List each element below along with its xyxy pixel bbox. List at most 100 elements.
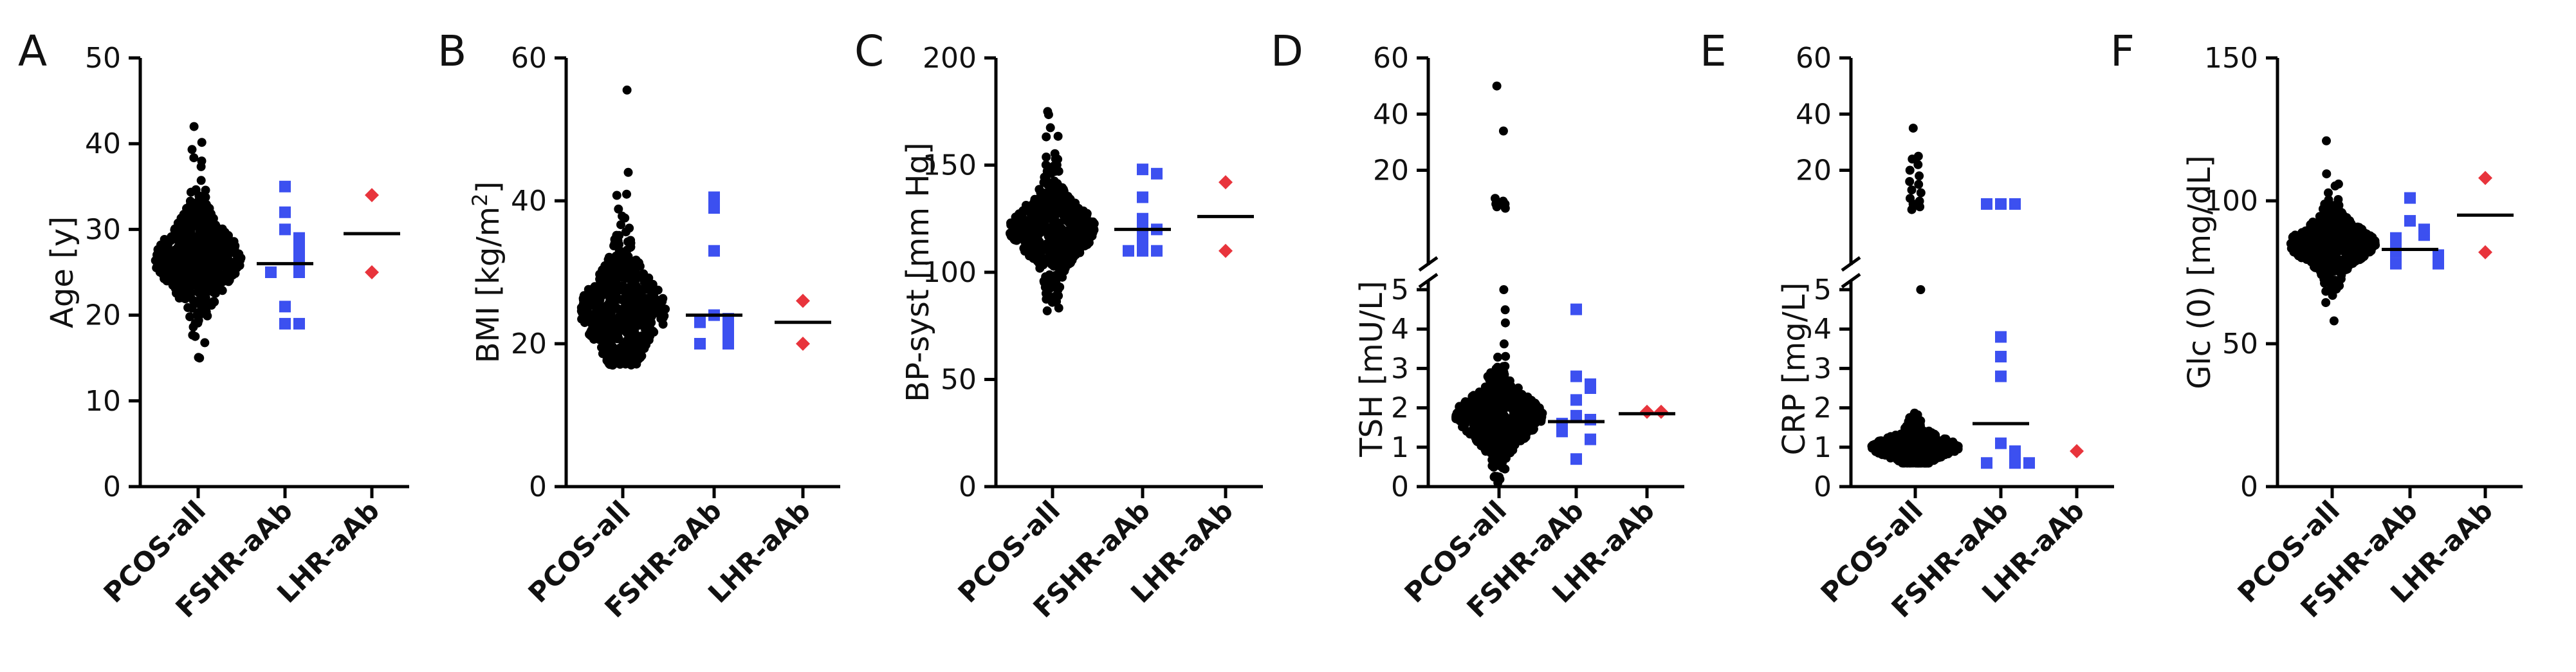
y-tick-label: 60 — [1796, 42, 1832, 75]
data-point — [2322, 169, 2332, 179]
data-point — [1500, 362, 1509, 371]
data-point — [1054, 167, 1063, 176]
data-point — [2321, 298, 2331, 308]
data-point — [2404, 192, 2416, 204]
data-point — [1063, 258, 1072, 268]
data-point — [180, 227, 190, 236]
data-point — [1500, 305, 1510, 315]
data-point — [1081, 212, 1090, 222]
data-point — [154, 255, 164, 264]
data-point — [1995, 370, 2007, 382]
data-point — [188, 330, 198, 340]
data-point — [187, 145, 197, 154]
data-point — [616, 220, 625, 230]
data-point — [708, 202, 720, 214]
data-point — [1585, 413, 1596, 425]
data-point — [1022, 203, 1032, 212]
data-point — [594, 335, 604, 344]
y-tick-label: 4 — [1814, 313, 1832, 346]
data-point — [1462, 426, 1471, 436]
data-point — [1495, 428, 1505, 438]
data-point — [1017, 227, 1027, 236]
data-point-outlier — [1908, 154, 1917, 164]
data-point — [279, 180, 291, 192]
data-point — [1036, 192, 1045, 202]
data-point — [694, 316, 706, 328]
axis-break-mark — [1841, 272, 1861, 289]
data-point — [2327, 281, 2336, 290]
data-point-outlier — [1915, 202, 1925, 212]
data-point — [212, 244, 222, 254]
y-axis-label: BP-syst [mm Hg] — [900, 142, 936, 402]
data-point — [1927, 431, 1937, 440]
y-axis-label: TSH [mU/L] — [1354, 281, 1390, 457]
data-point — [265, 266, 277, 278]
data-point-outlier — [1492, 202, 1502, 212]
y-tick-label: 40 — [1796, 98, 1832, 131]
data-point — [2345, 254, 2355, 263]
y-tick-label: 4 — [1391, 313, 1409, 346]
data-point — [2318, 204, 2328, 214]
data-point — [643, 330, 653, 340]
data-point — [605, 265, 615, 275]
y-axis-label: CRP [mg/L] — [1776, 283, 1812, 456]
data-point — [2344, 233, 2353, 243]
data-point — [1478, 395, 1487, 404]
data-point — [1019, 234, 1029, 244]
data-point — [187, 230, 196, 240]
data-point — [1981, 198, 1992, 210]
data-point — [1510, 386, 1520, 395]
data-point — [1462, 415, 1471, 424]
data-point-outlier — [1907, 205, 1917, 214]
axis-break-mark — [1418, 256, 1439, 272]
data-point-outlier — [1905, 177, 1915, 186]
data-point — [2355, 251, 2365, 261]
data-point — [183, 303, 193, 312]
panel-letter: A — [18, 26, 47, 76]
data-point — [1034, 239, 1044, 248]
data-point — [1029, 254, 1038, 263]
data-point — [1493, 478, 1503, 487]
data-point — [279, 301, 291, 313]
data-point — [2418, 229, 2430, 241]
data-point — [1494, 418, 1504, 427]
panel-letter: B — [437, 26, 466, 76]
data-point — [1501, 453, 1511, 463]
data-point — [1493, 446, 1503, 455]
data-point — [1478, 437, 1488, 447]
data-point — [1478, 417, 1487, 427]
data-point — [1071, 250, 1081, 259]
data-point — [2322, 222, 2332, 232]
data-point — [2009, 457, 2021, 469]
data-point — [365, 188, 379, 203]
data-point — [1493, 352, 1502, 362]
series-PCOS-all — [1006, 107, 1099, 315]
data-point — [2009, 198, 2021, 210]
panel-letter: F — [2110, 26, 2135, 76]
data-point — [659, 305, 668, 315]
data-point — [626, 238, 636, 248]
y-tick-label: 3 — [1814, 352, 1832, 385]
data-point — [1570, 370, 1582, 382]
data-point — [189, 295, 198, 305]
data-point — [2325, 210, 2335, 220]
data-point — [612, 191, 621, 200]
data-point — [600, 289, 609, 299]
data-point — [1486, 368, 1496, 378]
data-point — [1054, 303, 1063, 313]
y-tick-label: 20 — [1796, 154, 1832, 187]
data-point — [1151, 167, 1163, 180]
data-point — [2322, 136, 2331, 145]
series-FSHR-aAb — [1973, 198, 2035, 469]
data-point — [638, 272, 647, 281]
data-point — [200, 338, 210, 348]
y-tick-label: 5 — [1814, 274, 1832, 306]
y-tick-label: 2 — [1391, 392, 1409, 425]
data-point — [1654, 404, 1668, 419]
data-point-outlier — [1916, 188, 1926, 198]
data-point — [621, 265, 631, 274]
data-point — [1904, 416, 1913, 426]
data-point — [201, 185, 210, 195]
data-point — [235, 256, 245, 265]
data-point — [195, 212, 205, 221]
